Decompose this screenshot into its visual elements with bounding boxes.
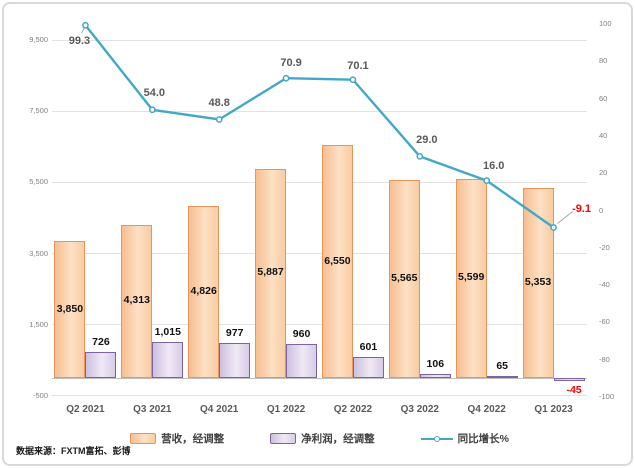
legend-item-yoy-growth: 同比增长% xyxy=(420,431,509,446)
category-label: Q4 2021 xyxy=(200,404,239,415)
category-label: Q4 2022 xyxy=(467,404,506,415)
net-profit-bar xyxy=(85,352,117,378)
category-label: Q3 2022 xyxy=(400,404,439,415)
legend-label-revenue: 营收，经调整 xyxy=(161,433,225,445)
net-profit-value-label: 106 xyxy=(426,358,445,371)
gridline xyxy=(52,181,587,183)
net-profit-bar xyxy=(352,356,384,378)
yoy-growth-point xyxy=(215,116,223,123)
net-profit-bar xyxy=(419,374,451,378)
net-profit-value-label: 1,015 xyxy=(154,325,181,338)
right-axis-tick: -100 xyxy=(599,392,615,402)
net-profit-bar xyxy=(152,341,184,378)
category-label: Q1 2022 xyxy=(266,404,306,415)
revenue-bar xyxy=(121,224,153,378)
yoy-growth-value-label: 54.0 xyxy=(143,86,166,99)
net-profit-value-label: -45 xyxy=(566,384,582,396)
revenue-value-label: 5,887 xyxy=(257,266,284,279)
yoy-growth-point xyxy=(349,76,357,84)
left-axis-tick: 3,500 xyxy=(29,248,48,258)
gridline xyxy=(52,395,587,397)
net-profit-swatch-icon xyxy=(270,433,297,444)
yoy-growth-value-label: 29.0 xyxy=(416,134,438,147)
yoy-growth-value-label: 70.1 xyxy=(347,59,369,72)
left-axis-tick: 1,500 xyxy=(29,319,48,329)
net-profit-bar xyxy=(219,343,251,378)
right-axis-tick: -60 xyxy=(599,317,610,327)
legend-item-revenue: 营收，经调整 xyxy=(130,431,224,446)
gridline xyxy=(52,324,587,326)
left-axis-tick: 5,500 xyxy=(29,177,48,187)
yoy-growth-point xyxy=(416,153,424,160)
revenue-value-label: 4,313 xyxy=(123,294,150,307)
right-axis-tick: -20 xyxy=(599,242,610,252)
net-profit-value-label: 960 xyxy=(292,327,311,340)
x-axis-line xyxy=(52,378,587,379)
revenue-value-label: 6,550 xyxy=(324,254,351,267)
left-axis-tick: -500 xyxy=(32,390,48,400)
right-axis-tick: 20 xyxy=(599,168,608,178)
net-profit-value-label: 601 xyxy=(359,340,378,353)
yoy-growth-value-label: 48.8 xyxy=(208,97,230,110)
legend: 营收，经调整 净利润，经调整 同比增长% xyxy=(52,431,587,446)
right-axis-tick: -40 xyxy=(599,280,610,290)
net-profit-bar xyxy=(486,375,518,379)
revenue-bar xyxy=(54,241,86,378)
left-axis-tick: 7,500 xyxy=(29,106,48,116)
net-profit-value-label: 65 xyxy=(496,359,509,372)
revenue-bar xyxy=(188,206,220,378)
legend-label-net-profit: 净利润，经调整 xyxy=(301,433,375,445)
right-axis-tick: -80 xyxy=(599,354,610,364)
gridline xyxy=(52,110,587,112)
net-profit-value-label: 726 xyxy=(92,336,110,349)
yoy-growth-line-icon xyxy=(420,433,453,444)
yoy-growth-value-label: 70.9 xyxy=(280,57,302,70)
net-profit-bar xyxy=(286,343,318,378)
revenue-value-label: 3,850 xyxy=(56,302,84,315)
revenue-value-label: 5,565 xyxy=(391,272,418,285)
category-label: Q2 2022 xyxy=(333,404,373,415)
net-profit-bar xyxy=(553,378,585,381)
combo-chart: 9,500 7,500 5,500 3,500 1,500 -500 100 80 60 40 2… xyxy=(4,4,631,464)
legend-item-net-profit: 净利润，经调整 xyxy=(270,431,375,446)
label-leader-line xyxy=(557,211,573,224)
revenue-swatch-icon xyxy=(130,433,157,444)
right-axis-tick: 0 xyxy=(599,205,604,215)
yoy-growth-value-label: 99.3 xyxy=(68,35,91,48)
revenue-value-label: 5,599 xyxy=(458,271,485,284)
category-label: Q1 2023 xyxy=(534,404,573,415)
left-axis-tick: 9,500 xyxy=(29,35,48,45)
yoy-growth-point xyxy=(282,74,290,82)
yoy-growth-value-label: 16.0 xyxy=(482,159,505,172)
yoy-growth-value-label: -9.1 xyxy=(572,203,592,216)
category-label: Q2 2021 xyxy=(66,404,105,415)
label-leader-line xyxy=(81,26,86,34)
right-axis-tick: 60 xyxy=(599,93,608,103)
revenue-value-label: 4,826 xyxy=(190,285,217,298)
right-axis-tick: 80 xyxy=(599,56,608,66)
yoy-growth-point xyxy=(82,21,89,29)
gridline xyxy=(52,253,587,255)
category-label: Q3 2021 xyxy=(133,404,172,415)
legend-label-yoy-growth: 同比增长% xyxy=(457,433,509,445)
right-axis-tick: 40 xyxy=(599,130,608,140)
right-axis-tick: 100 xyxy=(599,18,612,28)
net-profit-value-label: 977 xyxy=(225,327,244,340)
gridline xyxy=(52,39,587,41)
revenue-value-label: 5,353 xyxy=(524,275,552,288)
data-source-note: 数据来源：FXTM富拓、彭博 xyxy=(16,446,131,456)
